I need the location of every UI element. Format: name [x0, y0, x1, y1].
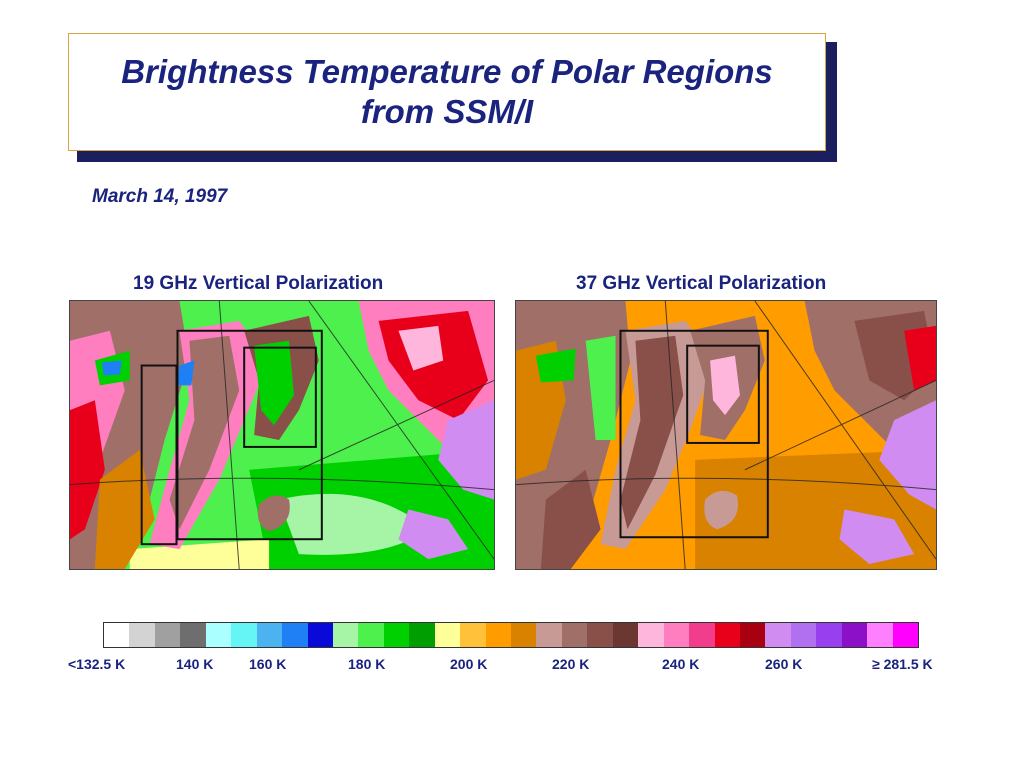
scale-tick-label: 260 K — [765, 656, 803, 672]
color-scale-swatch — [282, 623, 308, 647]
color-scale-swatch — [358, 623, 384, 647]
color-scale-swatch — [231, 623, 257, 647]
map-19ghz-image — [70, 301, 494, 569]
color-scale-swatch — [129, 623, 155, 647]
color-scale-swatch — [409, 623, 435, 647]
map-37ghz — [515, 300, 937, 570]
color-scale-swatch — [511, 623, 537, 647]
color-scale-swatch — [765, 623, 791, 647]
scale-tick-label: <132.5 K — [68, 656, 126, 672]
color-scale-swatch — [561, 623, 588, 647]
color-scale-swatch — [612, 623, 639, 647]
scale-tick-label: 140 K — [176, 656, 214, 672]
color-scale-bar — [103, 622, 919, 648]
title-line-1: Brightness Temperature of Polar Regions — [121, 53, 773, 90]
title-line-2: from SSM/I — [360, 93, 534, 130]
color-scale-swatch — [790, 623, 817, 647]
color-scale-swatch — [663, 623, 690, 647]
color-scale-swatch — [434, 623, 461, 647]
color-scale-swatch — [180, 623, 206, 647]
color-scale-swatch — [332, 623, 359, 647]
panel-label-37ghz: 37 GHz Vertical Polarization — [576, 273, 827, 294]
color-scale-swatch — [460, 623, 486, 647]
color-scale-swatch — [587, 623, 613, 647]
scale-tick-label: 180 K — [348, 656, 386, 672]
scale-tick-label: ≥ 281.5 K — [872, 656, 933, 672]
color-scale-swatch — [841, 623, 868, 647]
scale-tick-label: 240 K — [662, 656, 700, 672]
color-scale-swatch — [739, 623, 766, 647]
scale-tick-label: 220 K — [552, 656, 590, 672]
color-scale-swatch — [307, 623, 333, 647]
color-scale-swatch — [638, 623, 664, 647]
color-scale-swatch — [892, 623, 918, 647]
color-scale-swatch — [689, 623, 715, 647]
color-scale-swatch — [714, 623, 740, 647]
scale-tick-label: 160 K — [249, 656, 287, 672]
panel-label-19ghz: 19 GHz Vertical Polarization — [133, 273, 384, 294]
scale-tick-label: 200 K — [450, 656, 488, 672]
title-box: Brightness Temperature of Polar Regions … — [68, 33, 826, 151]
color-scale-swatch — [485, 623, 511, 647]
color-scale-swatch — [256, 623, 283, 647]
map-19ghz — [69, 300, 495, 570]
color-scale-swatch — [867, 623, 893, 647]
color-scale-swatch — [154, 623, 181, 647]
date-label: March 14, 1997 — [92, 186, 228, 207]
color-scale-swatch — [383, 623, 410, 647]
map-37ghz-image — [516, 301, 936, 569]
color-scale-swatch — [536, 623, 562, 647]
color-scale-swatch — [104, 623, 130, 647]
color-scale-swatch — [816, 623, 842, 647]
color-scale-swatch — [205, 623, 232, 647]
